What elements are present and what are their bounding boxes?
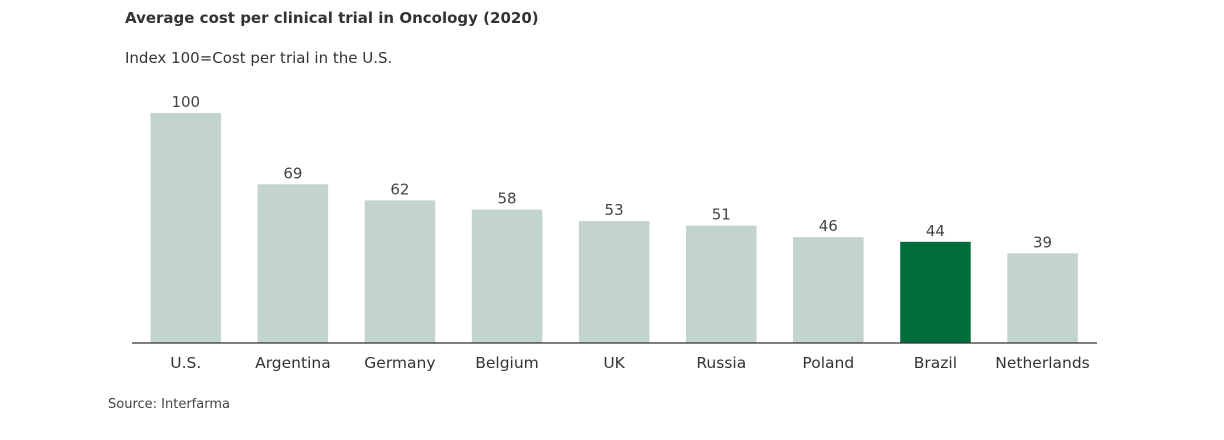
bar-belgium xyxy=(471,209,543,343)
category-label-poland: Poland xyxy=(802,354,854,372)
category-label-germany: Germany xyxy=(364,354,435,372)
value-label-u-s: 100 xyxy=(171,93,200,111)
category-label-argentina: Argentina xyxy=(255,354,331,372)
bar-germany xyxy=(364,200,436,343)
value-label-brazil: 44 xyxy=(926,222,945,240)
category-labels-group: U.S. Argentina Germany Belgium UK Russia Polan… xyxy=(170,354,1089,372)
category-label-belgium: Belgium xyxy=(475,354,539,372)
chart-subtitle: Index 100=Cost per trial in the U.S. xyxy=(125,49,393,67)
source-note: Source: Interfarma xyxy=(108,397,230,412)
category-label-netherlands: Netherlands xyxy=(995,354,1089,372)
chart-title: Average cost per clinical trial in Oncol… xyxy=(125,9,539,27)
bars-group xyxy=(150,113,1078,343)
value-labels-group: 100 69 62 58 53 51 46 44 39 xyxy=(171,93,1052,251)
value-label-germany: 62 xyxy=(390,180,409,198)
value-label-poland: 46 xyxy=(819,217,838,235)
category-label-uk: UK xyxy=(603,354,625,372)
value-label-uk: 53 xyxy=(605,201,624,219)
value-label-netherlands: 39 xyxy=(1033,233,1052,251)
bar-netherlands xyxy=(1007,253,1078,343)
bar-u-s xyxy=(150,113,221,343)
bar-argentina xyxy=(257,184,329,343)
bar-uk xyxy=(578,221,650,343)
value-label-belgium: 58 xyxy=(497,190,516,208)
bar-brazil xyxy=(900,241,971,343)
value-label-russia: 51 xyxy=(712,206,731,224)
bar-poland xyxy=(793,237,864,343)
category-label-brazil: Brazil xyxy=(914,354,957,372)
category-label-u-s: U.S. xyxy=(170,354,201,372)
category-label-russia: Russia xyxy=(696,354,746,372)
value-label-argentina: 69 xyxy=(283,164,302,182)
bar-russia xyxy=(686,225,757,343)
